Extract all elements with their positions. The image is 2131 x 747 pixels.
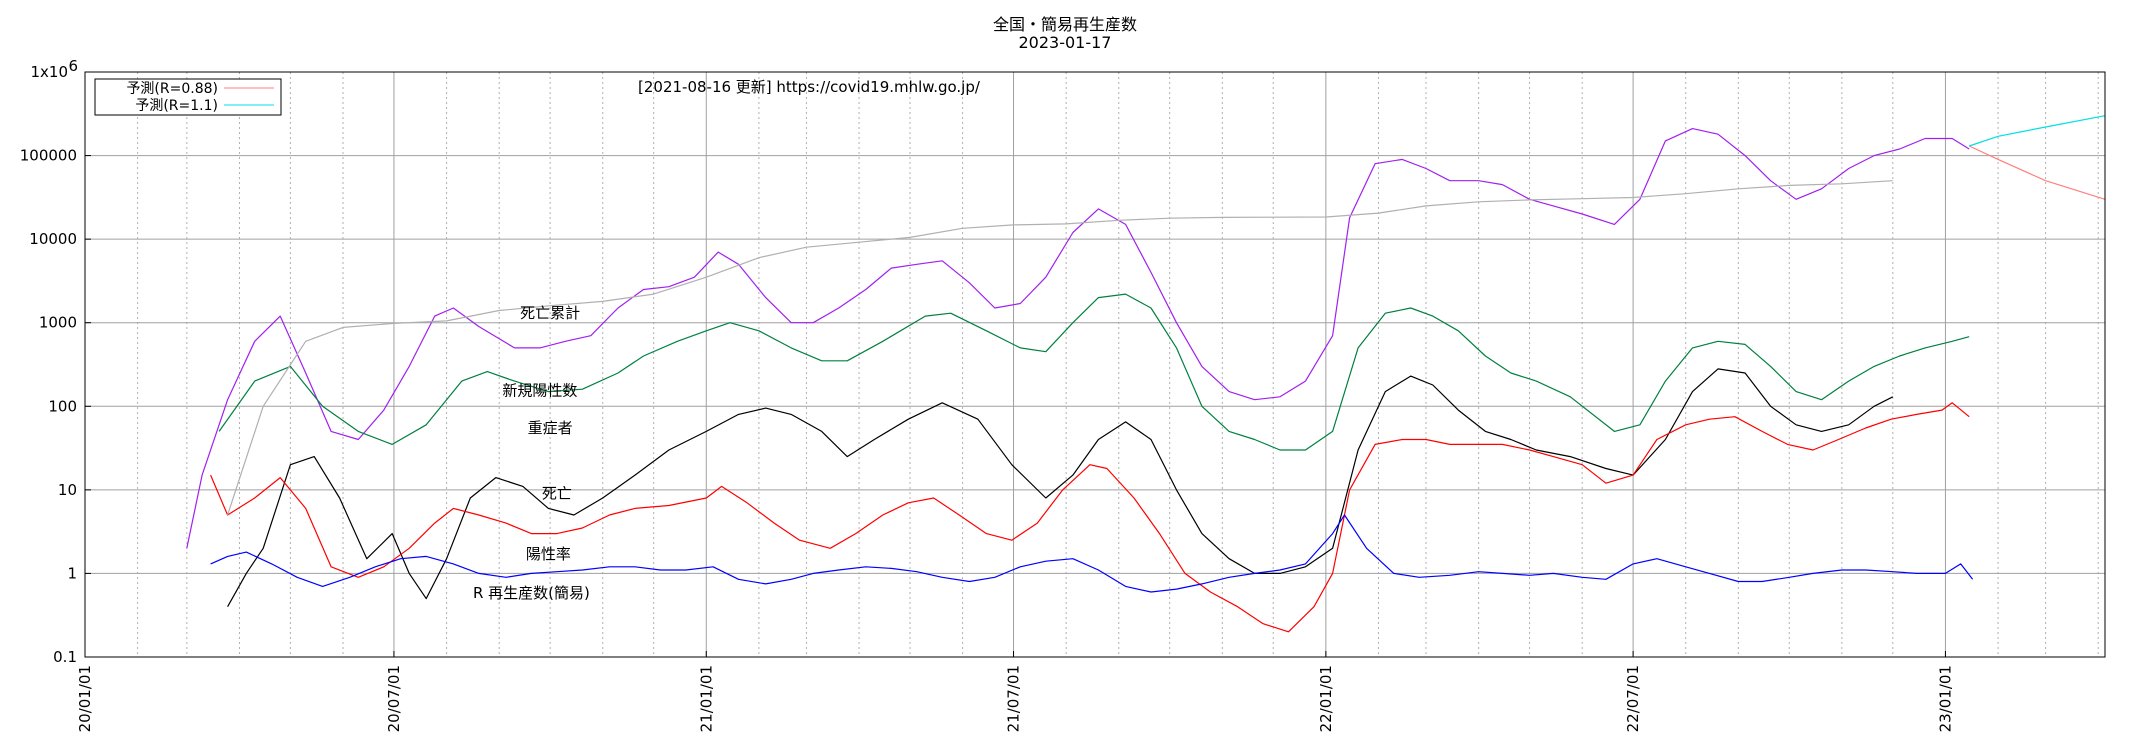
x-tick-label: 22/01/01 [1317,665,1335,732]
y-tick-label: 0.1 [53,648,77,666]
y-tick-label-exponent: 6 [68,57,78,75]
x-tick-label: 20/01/01 [76,665,94,732]
y-tick-label: 1x10 [30,63,68,81]
y-tick-label: 1000 [39,314,77,332]
series-group [186,115,2106,633]
series-label-3: 死亡 [542,485,572,503]
y-tick-label: 10000 [29,230,77,248]
x-tick-label: 21/01/01 [697,665,715,732]
legend-label-1: 予測(R=1.1) [135,98,218,114]
y-axis: 0.1 1 10 100 1000 10000 100000 1x10 6 [20,57,91,666]
series-label-4: 陽性率 [526,545,571,563]
x-tick-label: 22/07/01 [1624,665,1642,732]
series-line-1 [218,293,1970,451]
y-tick-label: 100000 [20,147,77,165]
series-line-7 [1969,115,2106,147]
series-line-3 [210,402,1970,633]
series-label-0: 死亡累計 [520,304,580,322]
series-line-5 [227,180,1893,516]
chart-subtitle: 2023-01-17 [1019,33,1112,52]
x-axis: 20/01/01 20/07/01 21/01/01 21/07/01 22/01/01… [76,651,1954,732]
series-label-2: 重症者 [528,419,573,437]
x-tick-label: 23/01/01 [1936,665,1954,732]
grid [85,72,2105,657]
series-label-1: 新規陽性数 [502,381,577,399]
legend-box [94,78,282,116]
x-tick-label: 20/07/01 [385,665,403,732]
y-tick-label: 1 [67,564,77,582]
legend: 予測(R=0.88) 予測(R=1.1) [94,78,282,116]
series-line-0 [186,128,1970,549]
series-label-5: R 再生産数(簡易) [473,584,590,602]
chart-title: 全国・簡易再生産数 [993,15,1137,34]
y-tick-label: 10 [58,481,77,499]
plot-frame [84,71,2106,658]
source-annotation: [2021-08-16 更新] https://covid19.mhlw.go.… [638,78,981,96]
x-tick-label: 21/07/01 [1005,665,1023,732]
series-line-2 [227,368,1894,607]
series-line-6 [1968,145,2106,200]
y-tick-label: 100 [48,397,77,415]
legend-label-0: 予測(R=0.88) [126,81,218,97]
series-line-4 [210,514,1974,593]
